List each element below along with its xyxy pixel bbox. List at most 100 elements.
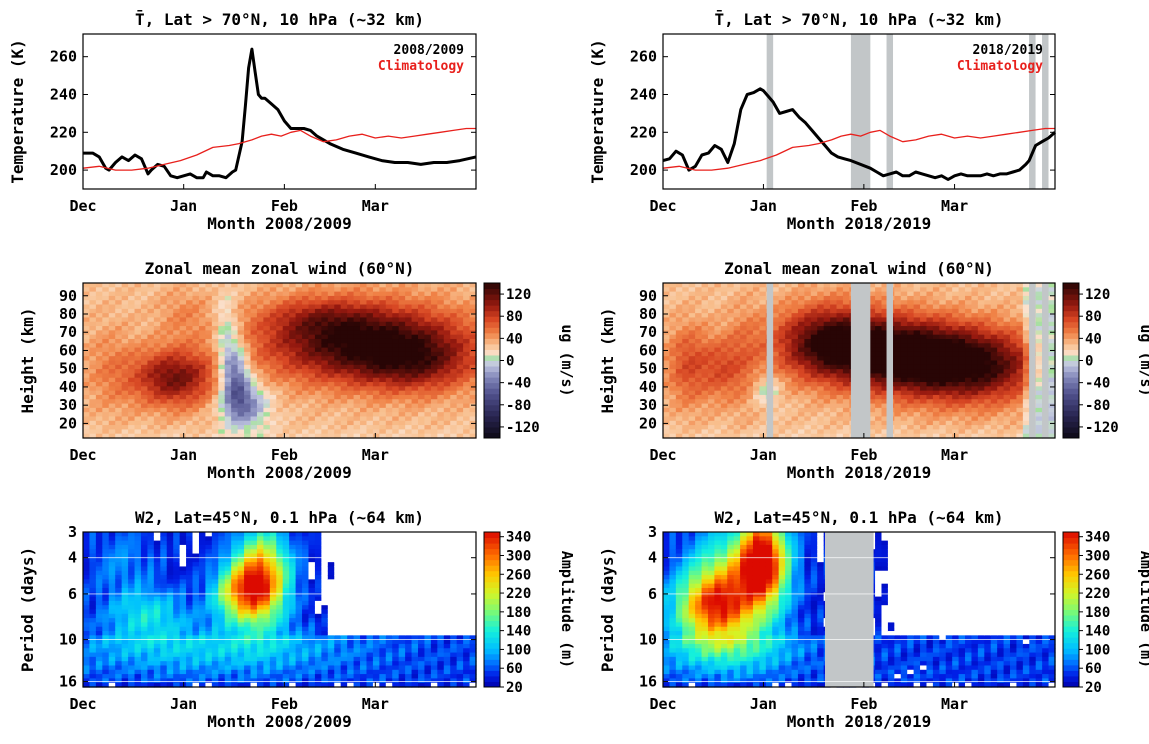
heatmap-cell	[205, 313, 213, 319]
heatmap-cell	[186, 425, 194, 430]
heatmap-cell	[308, 399, 316, 405]
heatmap-cell	[302, 429, 310, 435]
colorbar-tick-label: -40	[1085, 376, 1110, 392]
heatmap-cell	[108, 369, 116, 375]
heatmap-cell	[772, 338, 780, 344]
heatmap-cell	[289, 399, 297, 405]
heatmap-cell	[1010, 334, 1018, 340]
heatmap-cell	[250, 334, 258, 340]
heatmap-cell	[456, 356, 464, 362]
heatmap-cell	[295, 300, 303, 306]
heatmap-cell	[89, 553, 97, 559]
heatmap-cell	[740, 407, 748, 413]
heatmap-cell	[450, 433, 458, 439]
heatmap-cell	[868, 407, 876, 413]
heatmap-cell	[83, 562, 91, 568]
x-tick-label: Feb	[271, 197, 298, 215]
heatmap-cell	[881, 283, 889, 288]
heatmap-cell	[791, 407, 799, 413]
legend-entry: 2008/2009	[394, 43, 464, 58]
heatmap-cell	[353, 321, 361, 327]
heatmap-cell	[875, 390, 883, 396]
heatmap-cell	[89, 330, 97, 336]
heatmap-cell	[95, 579, 103, 585]
heatmap-cell	[791, 390, 799, 396]
heatmap-cell	[308, 412, 316, 418]
heatmap-cell	[746, 399, 754, 405]
heatmap-cell	[411, 360, 419, 366]
heatmap-cell	[1035, 369, 1043, 375]
heatmap-cell	[971, 377, 979, 383]
heatmap-cell	[1003, 321, 1011, 327]
heatmap-cell	[746, 377, 754, 383]
heatmap-cell	[211, 412, 219, 418]
heatmap-cell	[675, 295, 683, 301]
heatmap-cell	[340, 287, 348, 293]
heatmap-cell	[128, 295, 136, 301]
heatmap-cell	[115, 613, 123, 619]
heatmap-cell	[740, 283, 748, 288]
heatmap-cell	[894, 321, 902, 327]
heatmap-cell	[450, 326, 458, 331]
heatmap-cell	[785, 407, 793, 413]
heatmap-cell	[939, 317, 947, 323]
heatmap-cell	[958, 330, 966, 336]
heatmap-cell	[385, 356, 393, 362]
heatmap-cell	[952, 429, 960, 435]
heatmap-cell	[405, 343, 413, 349]
colorbar-segment	[484, 366, 500, 373]
heatmap-cell	[108, 330, 116, 336]
heatmap-cell	[140, 373, 149, 379]
heatmap-cell	[340, 425, 348, 430]
heatmap-cell	[314, 351, 322, 357]
heatmap-cell	[817, 403, 825, 409]
heatmap-cell	[95, 300, 103, 306]
heatmap-cell	[134, 549, 142, 555]
heatmap-cell	[830, 338, 838, 344]
colorbar-segment	[484, 327, 500, 334]
heatmap-cell	[418, 425, 426, 430]
heatmap-cell	[682, 390, 690, 396]
heatmap-cell	[173, 373, 181, 379]
heatmap-cell	[256, 420, 264, 426]
heatmap-cell	[244, 326, 252, 331]
heatmap-cell	[282, 326, 290, 331]
heatmap-cell	[945, 343, 953, 349]
heatmap-cell	[1010, 338, 1018, 344]
heatmap-cell	[418, 382, 426, 387]
heatmap-cell	[663, 287, 671, 293]
heatmap-cell	[418, 364, 426, 370]
heatmap-cell	[804, 394, 812, 400]
heatmap-cell	[952, 425, 960, 430]
heatmap-cell	[308, 425, 316, 430]
heatmap-cell	[128, 433, 136, 439]
heatmap-cell	[437, 347, 445, 353]
heatmap-cell	[289, 386, 297, 392]
heatmap-cell	[945, 347, 953, 353]
heatmap-cell	[752, 283, 760, 288]
heatmap-cell	[894, 308, 902, 314]
heatmap-cell	[907, 287, 915, 293]
heatmap-cell	[147, 390, 155, 396]
heatmap-cell	[166, 300, 174, 306]
heatmap-cell	[334, 425, 342, 430]
heatmap-cell	[418, 287, 426, 293]
heatmap-cell	[83, 351, 91, 357]
heatmap-cell	[192, 317, 200, 323]
heatmap-cell	[360, 373, 368, 379]
heatmap-cell	[353, 429, 361, 435]
heatmap-cell	[147, 356, 155, 362]
heatmap-cell	[134, 382, 142, 387]
heatmap-cell	[836, 433, 844, 439]
heatmap-cell	[418, 377, 426, 383]
heatmap-cell	[456, 304, 464, 310]
heatmap-cell	[1022, 351, 1030, 357]
heatmap-cell	[810, 343, 818, 349]
heatmap-cell	[302, 420, 310, 426]
heatmap-cell	[83, 407, 91, 413]
heatmap-cell	[231, 326, 239, 331]
heatmap-cell	[147, 416, 155, 422]
heatmap-cell	[121, 412, 129, 418]
heatmap-cell	[791, 386, 799, 392]
heatmap-cell	[198, 326, 207, 331]
